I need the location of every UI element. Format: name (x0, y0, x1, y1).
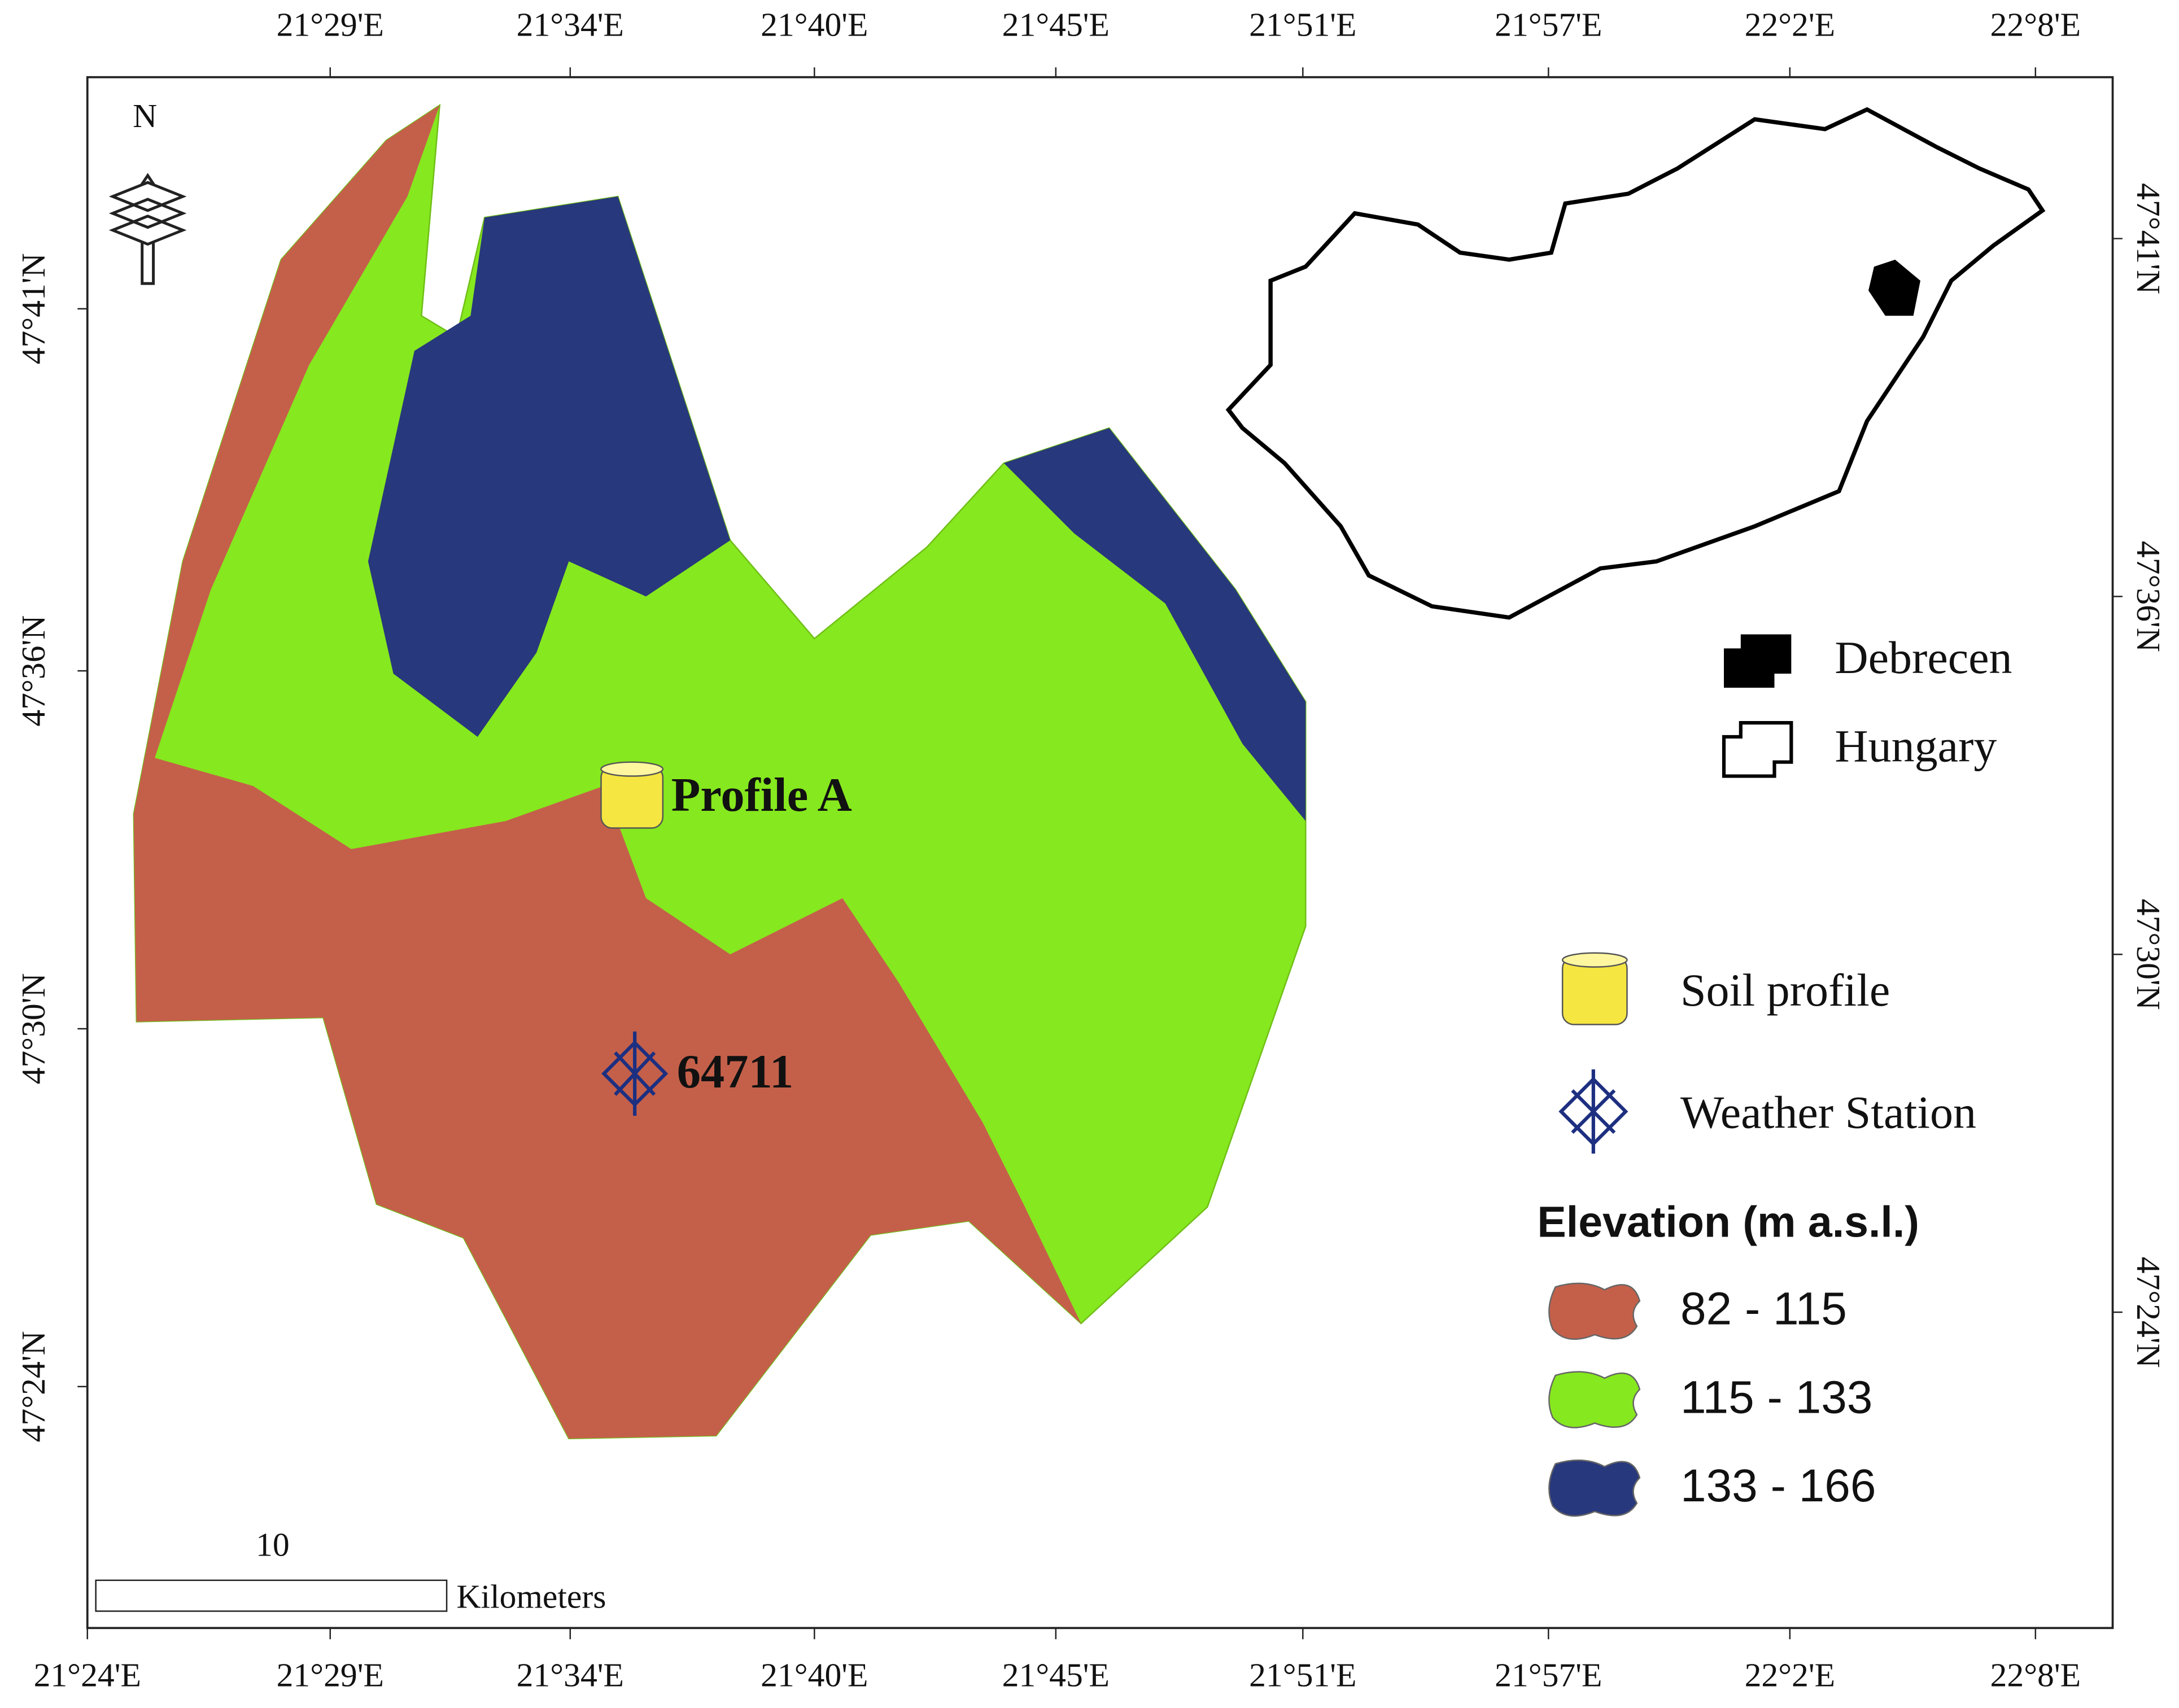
legend-soil-profile: Soil profile (1680, 964, 1890, 1016)
right-label: 47°36'N (2130, 541, 2167, 652)
elevation-high-zone (368, 196, 731, 737)
top-label: 21°34'E (517, 6, 624, 43)
elevation-high-zone (1003, 428, 1306, 822)
legend-hungary: Hungary (1835, 720, 1997, 772)
bottom-label: 22°2'E (1745, 1656, 1836, 1693)
bottom-label: 21°24'E (34, 1656, 141, 1693)
legend-classes: 82 - 115 115 - 133 133 - 166 (1548, 1282, 1876, 1517)
soil-profile-marker (600, 761, 664, 829)
scale-unit: Kilometers (456, 1578, 606, 1615)
legend-class-label: 133 - 166 (1680, 1460, 1876, 1512)
bottom-label: 21°40'E (761, 1656, 868, 1693)
debrecen-shape (1868, 259, 1920, 316)
legend-class-label: 82 - 115 (1680, 1283, 1847, 1335)
weather-station-marker (601, 1031, 669, 1116)
right-label: 47°24'N (2130, 1257, 2167, 1368)
legend-weather-station: Weather Station (1680, 1086, 1976, 1138)
bottom-label: 22°8'E (1990, 1656, 2081, 1693)
elevation-low-zone (133, 105, 1081, 1439)
bottom-label: 21°51'E (1249, 1656, 1356, 1693)
top-label: 21°57'E (1495, 6, 1602, 43)
top-label: 22°8'E (1990, 6, 2081, 43)
left-label: 47°36'N (15, 615, 52, 727)
bottom-label: 21°57'E (1495, 1656, 1602, 1693)
top-label: 22°2'E (1745, 6, 1836, 43)
top-label: 21°45'E (1002, 6, 1110, 43)
legend: Debrecen Hungary Soil profile Weather St… (1537, 632, 2012, 1517)
hungary-border (1225, 107, 2046, 620)
study-area (133, 103, 1307, 1440)
bottom-label: 21°29'E (277, 1656, 384, 1693)
top-label: 21°40'E (761, 6, 868, 43)
profile-label: Profile A (671, 769, 852, 822)
north-label: N (133, 97, 157, 134)
left-label: 47°24'N (15, 1331, 52, 1442)
bottom-label: 21°34'E (517, 1656, 624, 1693)
station-label: 64711 (677, 1046, 794, 1098)
legend-swatch (1548, 1371, 1641, 1429)
graticule-labels: 21°29'E 21°34'E 21°40'E 21°45'E 21°51'E 21°57… (15, 6, 2167, 1693)
left-label: 47°30'N (15, 973, 52, 1084)
right-label: 47°41'N (2130, 183, 2167, 294)
legend-swatch (1548, 1282, 1641, 1340)
bottom-label: 21°45'E (1002, 1656, 1110, 1693)
north-arrow (108, 173, 187, 285)
legend-class-label: 115 - 133 (1680, 1371, 1872, 1423)
legend-hungary-icon (1722, 720, 1793, 778)
legend-station-icon (1558, 1069, 1628, 1154)
left-label: 47°41'N (15, 253, 52, 364)
hungary-outline (1225, 107, 2046, 620)
top-label: 21°51'E (1249, 6, 1356, 43)
legend-debrecen: Debrecen (1835, 632, 2012, 683)
legend-soil-icon (1561, 952, 1628, 1025)
top-label: 21°29'E (277, 6, 384, 43)
legend-swatch (1548, 1459, 1641, 1517)
scale-bar (95, 1579, 448, 1612)
right-label: 47°30'N (2130, 899, 2167, 1010)
scale-value: 10 (256, 1526, 290, 1563)
legend-title: Elevation (m a.s.l.) (1537, 1198, 1919, 1246)
